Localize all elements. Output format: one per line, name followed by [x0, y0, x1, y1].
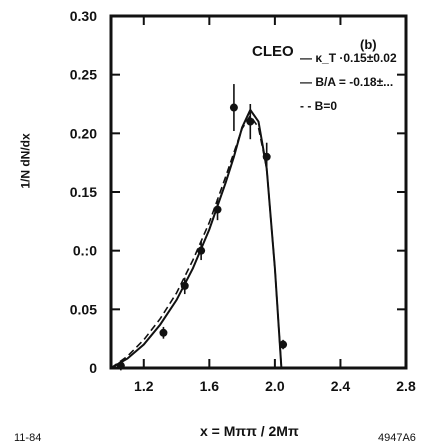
figure-code-left: 11-84 [14, 432, 42, 444]
legend-item-2: - - B=0 [300, 99, 337, 113]
y-axis-label: 1/N dN/dx [18, 133, 33, 189]
x-tick-label-4: 2.8 [396, 378, 416, 394]
data-point-7 [262, 152, 271, 161]
legend-item-1: — B/A = -0.18±... [300, 75, 393, 89]
chart-title: CLEO [252, 43, 294, 60]
y-tick-label-0: 0 [89, 360, 97, 376]
x-tick-label-0: 1.2 [134, 378, 154, 394]
data-point-2 [180, 281, 189, 290]
y-tick-label-4: 0.20 [70, 125, 97, 141]
y-tick-label-5: 0.25 [70, 67, 97, 83]
x-tick-labels: 1.2 1.6 2.0 2.4 2.8 [134, 378, 416, 394]
x-axis-label: x = Mππ / 2Mπ [200, 423, 299, 439]
axis-ticks [111, 15, 407, 369]
curve-0 [110, 107, 283, 369]
panel-label: (b) [360, 37, 377, 52]
plot-frame [109, 14, 408, 370]
legend: — κ_T ·0.15±0.02 — B/A = -0.18±... - - B=0 [300, 51, 397, 113]
data-points [116, 84, 288, 371]
data-point-0 [116, 361, 125, 370]
x-tick-label-3: 2.4 [331, 378, 351, 394]
data-point-8 [279, 340, 288, 349]
x-tick-label-1: 1.6 [200, 378, 220, 394]
figure-code-right: 4947A6 [378, 432, 416, 444]
y-tick-label-6: 0.30 [70, 8, 97, 24]
legend-item-0: — κ_T ·0.15±0.02 [300, 51, 397, 65]
data-point-4 [213, 205, 222, 214]
y-tick-label-3: 0.15 [70, 184, 97, 200]
x-tick-label-2: 2.0 [265, 378, 285, 394]
curve-1 [110, 114, 283, 369]
data-point-3 [197, 246, 206, 255]
data-point-5 [229, 103, 238, 112]
data-point-1 [159, 328, 168, 337]
data-point-6 [246, 117, 255, 126]
y-tick-labels: 0 0.05 0.:0 0.15 0.20 0.25 0.30 [70, 8, 97, 376]
fit-curves [110, 107, 283, 369]
y-tick-label-1: 0.05 [70, 301, 97, 317]
y-tick-label-2: 0.:0 [73, 243, 97, 259]
